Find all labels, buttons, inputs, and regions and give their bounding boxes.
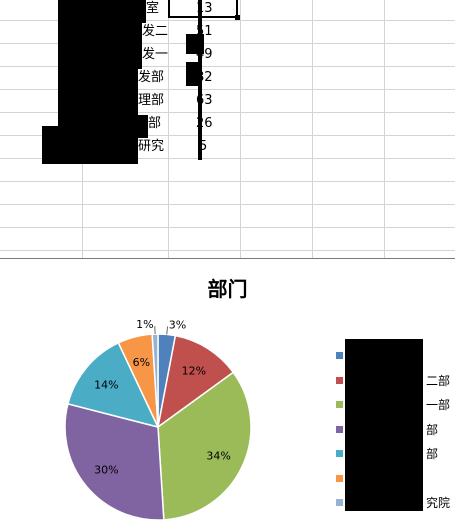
- grid-row-line: [0, 89, 455, 90]
- department-name-cell[interactable]: 发部: [138, 70, 165, 85]
- grid-row-line: [0, 158, 455, 159]
- chart-title: 部门: [207, 277, 248, 301]
- legend-label: 究院: [426, 496, 451, 510]
- grid-row-line: [0, 20, 455, 21]
- department-count-cell[interactable]: 5: [199, 139, 208, 154]
- redaction-block: [42, 138, 138, 164]
- legend-swatch: [336, 499, 343, 506]
- pie-data-label: 14%: [94, 378, 118, 391]
- pie-slice[interactable]: [67, 341, 160, 429]
- pie-data-label: 12%: [182, 364, 206, 377]
- redaction-block: [58, 115, 148, 127]
- legend-swatch: [336, 425, 343, 433]
- spreadsheet-grid[interactable]: 室 13 发二 51 发一 49 发部 82 理部 63 部 26 研究 5: [0, 0, 455, 258]
- grid-column-line: [384, 0, 385, 258]
- legend-swatch: [336, 401, 343, 408]
- legend-swatch: [336, 474, 343, 482]
- legend-swatch: [336, 352, 343, 359]
- pie-chart[interactable]: 3% 12% 34% 30% 14% 6% 1%: [0, 259, 455, 531]
- department-name-cell[interactable]: 发二: [142, 24, 169, 39]
- grid-column-line: [240, 0, 241, 258]
- grid-row-line: [0, 43, 455, 44]
- cell-selection-box[interactable]: [168, 0, 238, 18]
- pie-slice[interactable]: [156, 334, 235, 429]
- grid-row-line: [0, 135, 455, 136]
- pie-slice[interactable]: [157, 371, 252, 521]
- grid-row-line: [0, 112, 455, 113]
- grid-row-line: [0, 181, 455, 182]
- redaction-block: [58, 0, 146, 23]
- legend-label: 一部: [426, 398, 451, 412]
- legend-label: 部: [426, 422, 439, 437]
- grid-row-line: [0, 250, 455, 251]
- grid-row-line: [0, 204, 455, 205]
- legend-swatch: [336, 450, 343, 457]
- pie-slice[interactable]: [64, 402, 165, 521]
- department-name-cell[interactable]: 研究: [138, 139, 165, 154]
- grid-row-line: [0, 66, 455, 67]
- pie-data-label: 30%: [94, 464, 118, 477]
- legend-label: 二部: [426, 373, 451, 388]
- fill-handle[interactable]: [235, 15, 240, 20]
- grid-column-line: [168, 0, 169, 258]
- department-name-cell[interactable]: 室: [146, 1, 160, 16]
- department-name-cell[interactable]: 发一: [142, 47, 169, 62]
- pie-data-label: 6%: [133, 356, 150, 369]
- department-name-cell[interactable]: 理部: [138, 93, 165, 108]
- department-name-cell[interactable]: 部: [148, 116, 162, 131]
- redaction-block: [58, 23, 142, 46]
- redaction-block: [42, 126, 148, 138]
- redaction-block: [58, 69, 138, 92]
- redaction-block: [345, 339, 423, 511]
- pie-chart-area[interactable]: 部门 3% 12% 34% 30% 14% 6% 1% 二部一部部部究院: [0, 259, 455, 531]
- label-leader-line: [166, 326, 168, 335]
- chart-separator: [0, 258, 455, 259]
- pie-data-label: 34%: [206, 450, 230, 463]
- legend-swatch: [336, 376, 343, 384]
- grid-row-line: [0, 227, 455, 228]
- grid-column-line: [312, 0, 313, 258]
- pie-data-label: 1%: [136, 318, 153, 331]
- pie-data-label: 3%: [169, 318, 186, 331]
- legend-label: 部: [426, 447, 439, 461]
- redaction-block: [58, 46, 142, 69]
- redaction-block: [58, 92, 138, 115]
- drag-indicator-line: [198, 0, 202, 160]
